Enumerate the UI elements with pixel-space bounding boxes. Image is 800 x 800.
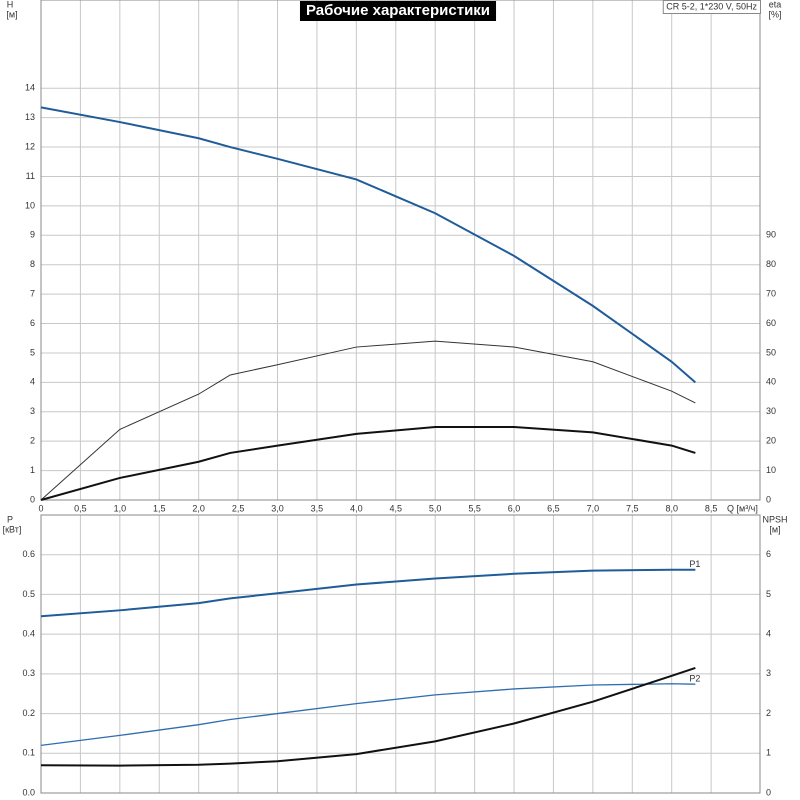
title-box bbox=[299, 1, 497, 21]
curve bbox=[40, 568, 696, 618]
x-tick-label: 1,0 bbox=[114, 503, 127, 513]
y-tick-label: 5 bbox=[30, 347, 35, 357]
y-tick-label: 9 bbox=[30, 230, 35, 240]
y2-tick-label: 1 bbox=[766, 748, 771, 758]
x-tick-label: 6,5 bbox=[547, 503, 560, 513]
y2-tick-label: 2 bbox=[766, 708, 771, 718]
curve bbox=[40, 106, 697, 384]
y2-tick-label: 10 bbox=[766, 465, 776, 475]
x-tick-label: 5,0 bbox=[429, 503, 442, 513]
x-tick-label: 4,5 bbox=[390, 503, 403, 513]
y-tick-label: 11 bbox=[26, 171, 35, 181]
y-tick-label: 6 bbox=[30, 318, 35, 328]
y-tick-label: 14 bbox=[25, 83, 35, 93]
y2-axis-unit: [м] bbox=[769, 524, 780, 534]
y-axis-unit: [м] bbox=[6, 9, 17, 19]
curve bbox=[40, 340, 696, 501]
y-tick-label: 10 bbox=[25, 200, 35, 210]
y-tick-label: 0.2 bbox=[22, 708, 35, 718]
y-axis-label: P bbox=[7, 514, 13, 524]
plot-border bbox=[40, 0, 761, 501]
y-tick-label: 3 bbox=[30, 406, 35, 416]
y2-tick-label: 4 bbox=[766, 629, 771, 639]
y-tick-label: 7 bbox=[30, 288, 35, 298]
y2-tick-label: 90 bbox=[766, 230, 776, 240]
x-tick-label: 1,5 bbox=[153, 503, 166, 513]
y-tick-label: 0.0 bbox=[22, 787, 35, 797]
y-tick-label: 1 bbox=[30, 465, 35, 475]
y-tick-label: 0.4 bbox=[22, 629, 35, 639]
y2-tick-label: 5 bbox=[766, 589, 771, 599]
x-axis-label: Q [м³/ч] bbox=[727, 503, 758, 513]
y-tick-label: 0.3 bbox=[22, 668, 35, 678]
subtitle: CR 5-2, 1*230 V, 50Hz bbox=[666, 1, 757, 11]
curve bbox=[40, 666, 696, 767]
x-tick-label: 8,0 bbox=[665, 503, 678, 513]
y-tick-label: 13 bbox=[25, 112, 35, 122]
curve bbox=[40, 426, 696, 501]
y2-tick-label: 50 bbox=[766, 347, 776, 357]
curve-label: P2 bbox=[689, 674, 700, 684]
y-axis-label: H bbox=[7, 0, 14, 9]
x-tick-label: 5,5 bbox=[468, 503, 481, 513]
y2-tick-label: 0 bbox=[766, 494, 771, 504]
y-tick-label: 0.1 bbox=[22, 748, 35, 758]
curve-label: P1 bbox=[689, 559, 700, 569]
y-tick-label: 4 bbox=[30, 377, 35, 387]
x-tick-label: 2,5 bbox=[232, 503, 245, 513]
y2-tick-label: 3 bbox=[766, 668, 771, 678]
x-tick-label: 7,5 bbox=[626, 503, 639, 513]
y2-tick-label: 30 bbox=[766, 406, 776, 416]
y2-tick-label: 0 bbox=[766, 787, 771, 797]
x-tick-label: 4,0 bbox=[350, 503, 363, 513]
x-tick-label: 6,0 bbox=[508, 503, 521, 513]
y2-axis-label: NPSH bbox=[762, 514, 787, 524]
x-tick-label: 2,0 bbox=[192, 503, 205, 513]
y2-tick-label: 6 bbox=[766, 549, 771, 559]
x-tick-label: 0 bbox=[38, 503, 43, 513]
x-tick-label: 7,0 bbox=[587, 503, 600, 513]
y2-axis-label: eta bbox=[769, 0, 782, 9]
x-tick-label: 8,5 bbox=[705, 503, 718, 513]
chart-title: Рабочие характеристики bbox=[306, 2, 490, 19]
plot-border bbox=[40, 514, 761, 794]
x-tick-label: 3,0 bbox=[271, 503, 284, 513]
y2-axis-unit: [%] bbox=[768, 9, 781, 19]
y2-tick-label: 20 bbox=[766, 436, 776, 446]
y-tick-label: 12 bbox=[25, 141, 35, 151]
y-axis-unit: [кВт] bbox=[3, 524, 22, 534]
y-tick-label: 0.6 bbox=[22, 549, 35, 559]
y-tick-label: 8 bbox=[30, 259, 35, 269]
y2-tick-label: 60 bbox=[766, 318, 776, 328]
y-tick-label: 2 bbox=[30, 436, 35, 446]
y2-tick-label: 70 bbox=[766, 288, 776, 298]
subtitle-box bbox=[662, 0, 761, 14]
x-tick-label: 0,5 bbox=[74, 503, 87, 513]
y-tick-label: 0 bbox=[30, 494, 35, 504]
y2-tick-label: 40 bbox=[766, 377, 776, 387]
y-tick-label: 0.5 bbox=[22, 589, 35, 599]
x-tick-label: 3,5 bbox=[311, 503, 324, 513]
y2-tick-label: 80 bbox=[766, 259, 776, 269]
curve bbox=[40, 683, 696, 746]
